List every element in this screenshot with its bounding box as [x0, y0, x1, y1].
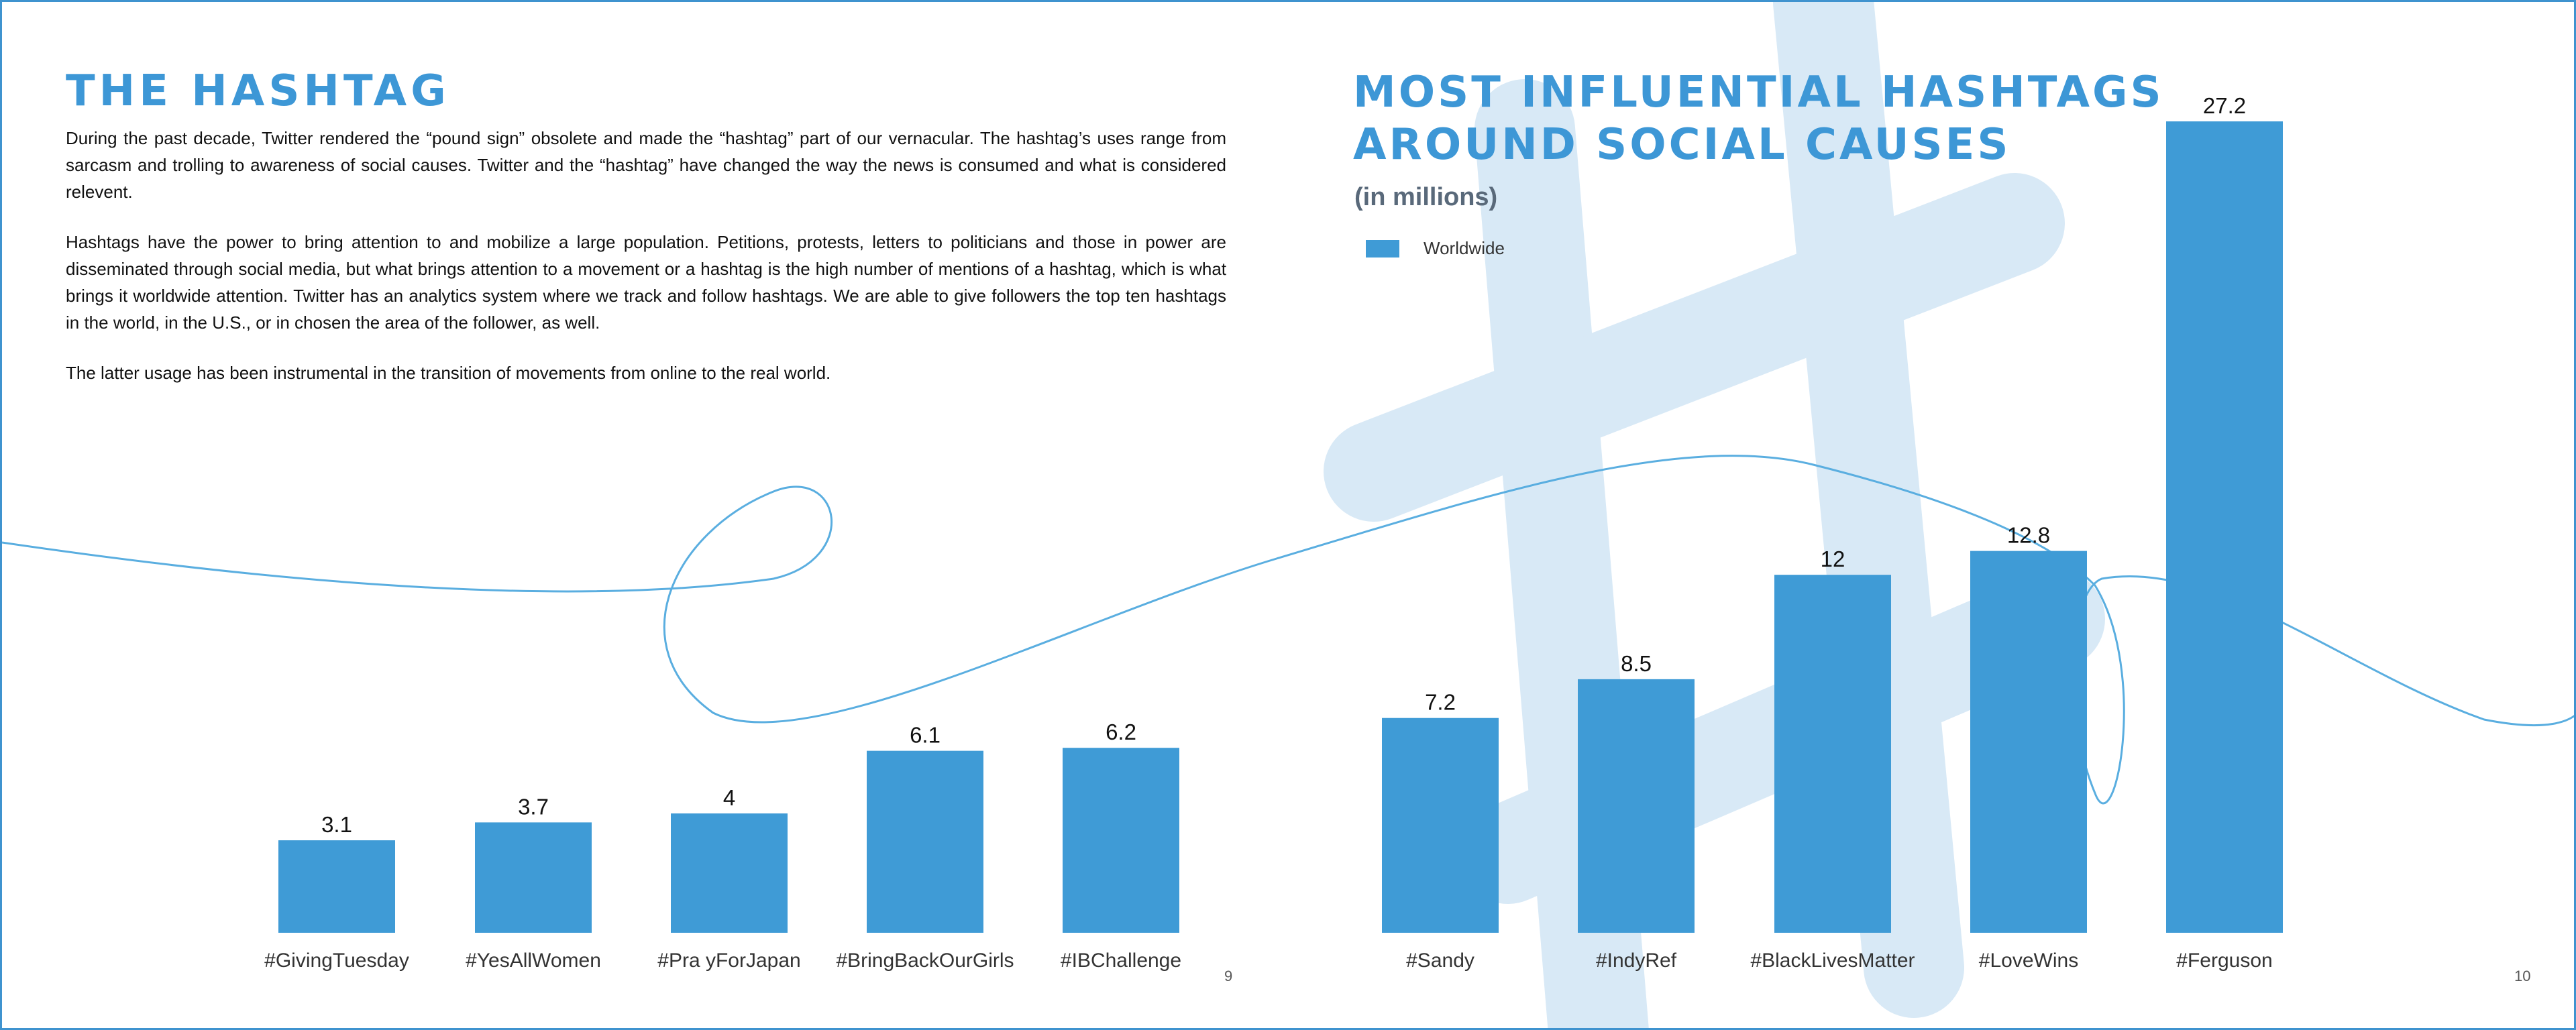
category-label: #Ferguson [2176, 950, 2272, 972]
category-label: #Pra yForJapan [657, 950, 800, 972]
page-number-right: 10 [2514, 968, 2531, 984]
chart-title-line-1: MOST INFLUENTIAL HASHTAGS [1353, 68, 2164, 117]
data-label: 8.5 [1621, 651, 1652, 676]
bar [278, 840, 395, 933]
bar [1774, 575, 1891, 933]
legend-label: Worldwide [1424, 238, 1505, 258]
bar [1063, 748, 1179, 933]
chart-title: MOST INFLUENTIAL HASHTAGS AROUND SOCIAL … [1353, 66, 2198, 171]
legend-swatch [1366, 239, 1399, 258]
data-label: 6.2 [1106, 720, 1136, 744]
bar [475, 822, 592, 933]
paragraph: During the past decade, Twitter rendered… [66, 128, 1226, 202]
left-body-text: During the past decade, Twitter rendered… [66, 125, 1226, 410]
data-label: 7.2 [1425, 690, 1456, 715]
chart-legend: Worldwide [1366, 238, 1505, 259]
category-label: #IBChallenge [1061, 950, 1181, 972]
bar [867, 750, 983, 933]
decorative-curve [2, 455, 2574, 805]
category-label: #LoveWins [1979, 950, 2078, 972]
data-label: 27.2 [2203, 93, 2246, 118]
category-label: #BlackLivesMatter [1750, 950, 1915, 972]
category-label: #Sandy [1406, 950, 1474, 972]
category-label: #YesAllWomen [466, 950, 601, 972]
page-number-left: 9 [1224, 968, 1233, 984]
chart-subtitle: (in millions) [1354, 183, 1498, 211]
data-label: 6.1 [910, 723, 941, 748]
category-label: #IndyRef [1596, 950, 1677, 972]
category-label: #BringBackOurGirls [836, 950, 1014, 972]
paragraph: The latter usage has been instrumental i… [66, 363, 831, 383]
category-label: #GivingTuesday [264, 950, 409, 972]
data-label: 12.8 [2007, 523, 2050, 548]
bar [671, 813, 788, 933]
bar [2166, 121, 2283, 933]
data-label: 3.1 [321, 812, 352, 837]
bar [1382, 718, 1499, 933]
data-label: 3.7 [518, 794, 549, 819]
data-label: 4 [723, 785, 735, 810]
bar [1970, 551, 2087, 933]
paragraph: Hashtags have the power to bring attenti… [66, 232, 1226, 333]
chart-title-line-2: AROUND SOCIAL CAUSES [1353, 120, 2011, 170]
data-label: 12 [1821, 547, 1845, 571]
bar [1578, 679, 1695, 933]
left-page-title: THE HASHTAG [66, 66, 450, 116]
